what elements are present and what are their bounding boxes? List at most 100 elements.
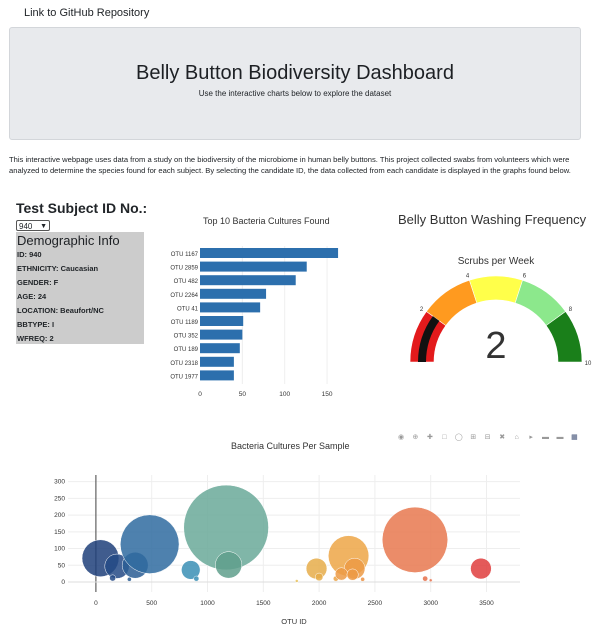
gauge-tick-label: 8	[569, 307, 573, 313]
bubble-x-tick-label: 1500	[256, 600, 271, 607]
bubble-x-tick-label: 3000	[423, 600, 438, 607]
bubble-y-tick-label: 150	[54, 529, 65, 536]
bar-category-label: OTU 189	[174, 347, 199, 353]
hover-closest-icon[interactable]: ▬	[542, 434, 550, 441]
intro-paragraph: This interactive webpage uses data from …	[9, 155, 571, 175]
bubble-point	[127, 576, 132, 582]
box-select-icon[interactable]: □	[442, 434, 447, 441]
bubble-x-tick-label: 3500	[479, 600, 494, 607]
pan-icon[interactable]: ✚	[426, 434, 433, 441]
bar-mark	[200, 261, 307, 272]
bubble-point	[193, 575, 200, 582]
hover-compare-icon[interactable]: ▬	[556, 434, 564, 441]
camera-icon[interactable]: ◉	[397, 434, 405, 441]
page-subtitle: Use the interactive charts below to expl…	[198, 89, 392, 98]
gauge-chart[interactable]: Scrubs per Week 2 4 6 8 10 2	[392, 250, 602, 380]
reset-axes-icon[interactable]: ⌂	[514, 434, 519, 441]
bar-mark	[200, 288, 267, 299]
bar-mark	[200, 329, 243, 340]
gauge-tick-label: 2	[420, 307, 424, 313]
demo-row: BBTYPE: I	[17, 320, 55, 329]
gauge-title: Belly Button Washing Frequency	[398, 212, 587, 227]
bubble-y-tick-label: 200	[54, 512, 65, 519]
bar-category-label: OTU 1189	[171, 320, 199, 326]
gauge-step	[545, 311, 583, 363]
bar-category-label: OTU 2318	[170, 361, 198, 367]
demo-row: WFREQ: 2	[17, 334, 54, 343]
bar-chart-title: Top 10 Bacteria Cultures Found	[203, 216, 330, 226]
plotly-logo-icon[interactable]: ▦	[571, 434, 578, 441]
bubble-point	[381, 506, 448, 573]
bar-category-label: OTU 1167	[171, 252, 199, 258]
header-banner: Belly Button Biodiversity Dashboard Use …	[9, 27, 581, 140]
bubble-y-tick-label: 250	[54, 495, 65, 502]
gauge-value: 2	[485, 325, 506, 367]
bar-tick-label: 150	[322, 391, 333, 398]
lasso-icon[interactable]: ◯	[454, 434, 463, 441]
gauge-tick-label: 10	[585, 361, 592, 367]
bubble-point	[295, 579, 299, 583]
bubble-point	[422, 575, 428, 582]
gauge-tick-label: 4	[466, 274, 470, 280]
bubble-y-tick-label: 300	[54, 479, 65, 486]
bar-mark	[200, 302, 261, 313]
bubble-point	[120, 514, 180, 574]
bubble-point	[314, 572, 324, 582]
bar-chart[interactable]: OTU 1167 OTU 2859 OTU 482 OTU 2264 OTU 41 OTU…	[160, 240, 350, 430]
bubble-point	[470, 557, 492, 580]
github-repo-link[interactable]: Link to GitHub Repository	[24, 7, 150, 19]
bar-mark	[200, 316, 244, 326]
bar-mark	[200, 370, 234, 381]
bubble-point	[360, 576, 365, 582]
bubble-point	[215, 551, 243, 579]
bar-tick-label: 50	[239, 391, 247, 398]
bubble-point	[428, 578, 433, 583]
bar-category-label: OTU 482	[174, 279, 199, 285]
bubble-x-tick-label: 2500	[368, 600, 383, 607]
bubble-chart[interactable]: 0 500 1000 1500 2000 2500 3000 3500 0 50 100 150 200…	[0, 451, 600, 631]
gauge-subtitle: Scrubs per Week	[458, 256, 536, 267]
bar-category-label: OTU 41	[177, 306, 199, 312]
demo-row: ID: 940	[17, 250, 42, 259]
bar-mark	[200, 248, 339, 258]
bubble-x-tick-label: 2000	[312, 600, 327, 607]
gauge-value-bar	[418, 316, 440, 362]
bubble-x-tick-label: 1000	[200, 600, 215, 607]
spike-lines-icon[interactable]: ▸	[529, 434, 533, 441]
gauge-step	[469, 275, 523, 304]
bubble-x-axis-label: OTU ID	[281, 617, 307, 626]
bubble-x-tick-label: 0	[94, 600, 98, 607]
bubble-y-tick-label: 50	[58, 562, 66, 569]
subject-id-value: 940	[19, 222, 33, 231]
plot-modebar: ◉ ⊕ ✚ □ ◯ ⊞ ⊟ ✖ ⌂ ▸ ▬ ▬ ▦	[397, 426, 580, 441]
bubble-point	[109, 574, 117, 582]
bubble-y-tick-label: 100	[54, 546, 65, 553]
bar-tick-label: 100	[279, 391, 290, 398]
autoscale-icon[interactable]: ✖	[499, 434, 506, 441]
subject-id-label: Test Subject ID No.:	[16, 200, 148, 216]
zoom-icon[interactable]: ⊕	[412, 434, 419, 441]
bubble-y-tick-label: 0	[61, 579, 65, 586]
page-title: Belly Button Biodiversity Dashboard	[136, 62, 454, 84]
demographic-panel: Demographic Info ID: 940 ETHNICITY: Cauc…	[16, 232, 144, 344]
demo-row: GENDER: F	[17, 278, 59, 287]
bar-category-label: OTU 2859	[170, 266, 198, 272]
bar-category-label: OTU 1977	[170, 374, 198, 380]
bar-tick-label: 0	[198, 391, 202, 398]
subject-id-select[interactable]: 940 ▼	[16, 220, 50, 231]
bar-category-label: OTU 352	[174, 334, 199, 340]
zoom-in-icon[interactable]: ⊞	[470, 434, 477, 441]
gauge-tick-label: 6	[523, 274, 527, 280]
chevron-down-icon: ▼	[40, 223, 47, 230]
bar-mark	[200, 343, 240, 354]
bubble-point	[346, 568, 359, 581]
demographic-title: Demographic Info	[17, 233, 120, 248]
demo-row: LOCATION: Beaufort/NC	[17, 306, 104, 315]
bubble-x-tick-label: 500	[146, 600, 157, 607]
bar-mark	[200, 356, 234, 367]
bubble-point	[181, 560, 201, 580]
demo-row: AGE: 24	[17, 292, 47, 301]
zoom-out-icon[interactable]: ⊟	[484, 434, 491, 441]
bubble-point	[334, 567, 348, 581]
bar-mark	[200, 275, 296, 286]
